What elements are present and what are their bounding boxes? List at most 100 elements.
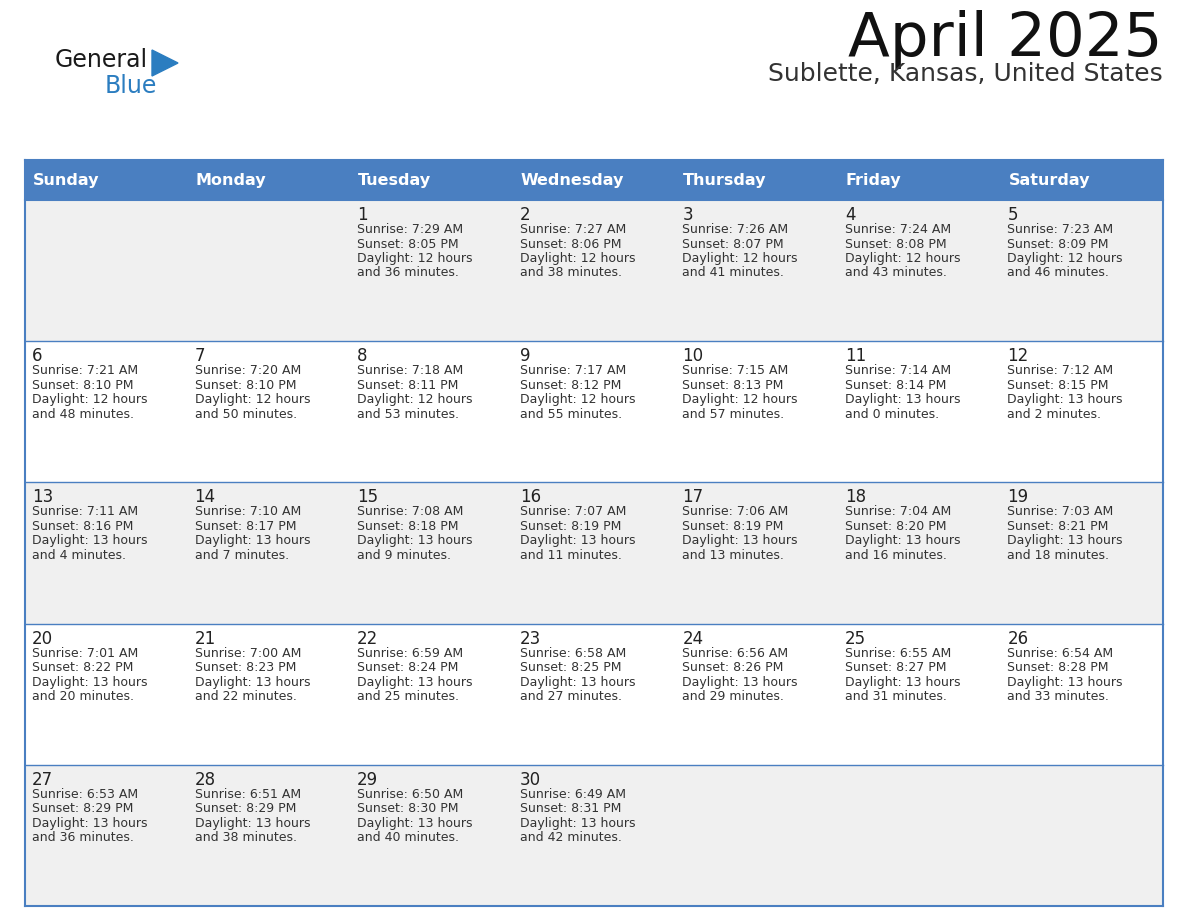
Text: Sunrise: 6:55 AM: Sunrise: 6:55 AM xyxy=(845,646,952,660)
Text: Sunrise: 6:54 AM: Sunrise: 6:54 AM xyxy=(1007,646,1113,660)
Text: Daylight: 13 hours: Daylight: 13 hours xyxy=(358,817,473,830)
Text: Sunset: 8:29 PM: Sunset: 8:29 PM xyxy=(32,802,133,815)
Text: Daylight: 13 hours: Daylight: 13 hours xyxy=(358,534,473,547)
Text: Sunset: 8:19 PM: Sunset: 8:19 PM xyxy=(519,520,621,533)
Text: Sunset: 8:08 PM: Sunset: 8:08 PM xyxy=(845,238,947,251)
Text: and 9 minutes.: and 9 minutes. xyxy=(358,549,451,562)
Text: Sunset: 8:26 PM: Sunset: 8:26 PM xyxy=(682,661,784,674)
Text: 21: 21 xyxy=(195,630,216,647)
Text: Daylight: 12 hours: Daylight: 12 hours xyxy=(358,393,473,406)
Text: Sunrise: 7:08 AM: Sunrise: 7:08 AM xyxy=(358,506,463,519)
Text: Sunrise: 7:17 AM: Sunrise: 7:17 AM xyxy=(519,364,626,377)
Text: Sunrise: 7:18 AM: Sunrise: 7:18 AM xyxy=(358,364,463,377)
Text: and 50 minutes.: and 50 minutes. xyxy=(195,408,297,420)
Text: Sunday: Sunday xyxy=(33,173,100,187)
Text: and 38 minutes.: and 38 minutes. xyxy=(519,266,621,279)
Text: 29: 29 xyxy=(358,771,378,789)
Text: 11: 11 xyxy=(845,347,866,365)
Text: Sunrise: 7:12 AM: Sunrise: 7:12 AM xyxy=(1007,364,1113,377)
Text: Daylight: 13 hours: Daylight: 13 hours xyxy=(519,676,636,688)
Text: 17: 17 xyxy=(682,488,703,507)
Text: Daylight: 12 hours: Daylight: 12 hours xyxy=(519,252,636,265)
Text: Daylight: 13 hours: Daylight: 13 hours xyxy=(682,676,798,688)
Text: 1: 1 xyxy=(358,206,368,224)
Text: Sunrise: 7:24 AM: Sunrise: 7:24 AM xyxy=(845,223,950,236)
Text: 24: 24 xyxy=(682,630,703,647)
Text: 23: 23 xyxy=(519,630,541,647)
Text: and 7 minutes.: and 7 minutes. xyxy=(195,549,289,562)
Text: Friday: Friday xyxy=(846,173,902,187)
Text: Sunrise: 7:03 AM: Sunrise: 7:03 AM xyxy=(1007,506,1113,519)
Bar xyxy=(25,200,1163,341)
Text: Sunrise: 7:20 AM: Sunrise: 7:20 AM xyxy=(195,364,301,377)
Text: and 25 minutes.: and 25 minutes. xyxy=(358,690,459,703)
Text: Sunset: 8:28 PM: Sunset: 8:28 PM xyxy=(1007,661,1108,674)
Text: Daylight: 12 hours: Daylight: 12 hours xyxy=(32,393,147,406)
Bar xyxy=(675,160,838,200)
Text: Sublette, Kansas, United States: Sublette, Kansas, United States xyxy=(769,62,1163,86)
Text: 12: 12 xyxy=(1007,347,1029,365)
Text: Sunset: 8:20 PM: Sunset: 8:20 PM xyxy=(845,520,947,533)
Text: Sunset: 8:10 PM: Sunset: 8:10 PM xyxy=(32,379,133,392)
Text: Sunrise: 7:21 AM: Sunrise: 7:21 AM xyxy=(32,364,138,377)
Text: Sunset: 8:17 PM: Sunset: 8:17 PM xyxy=(195,520,296,533)
Bar xyxy=(188,160,350,200)
Text: and 46 minutes.: and 46 minutes. xyxy=(1007,266,1110,279)
Text: and 0 minutes.: and 0 minutes. xyxy=(845,408,939,420)
Text: Sunrise: 7:29 AM: Sunrise: 7:29 AM xyxy=(358,223,463,236)
Text: and 29 minutes.: and 29 minutes. xyxy=(682,690,784,703)
Text: 14: 14 xyxy=(195,488,216,507)
Text: Daylight: 12 hours: Daylight: 12 hours xyxy=(519,393,636,406)
Text: and 48 minutes.: and 48 minutes. xyxy=(32,408,134,420)
Text: and 40 minutes.: and 40 minutes. xyxy=(358,832,459,845)
Text: Sunrise: 7:06 AM: Sunrise: 7:06 AM xyxy=(682,506,789,519)
Text: 28: 28 xyxy=(195,771,216,789)
Text: Sunrise: 6:58 AM: Sunrise: 6:58 AM xyxy=(519,646,626,660)
Text: 8: 8 xyxy=(358,347,367,365)
Bar xyxy=(1000,160,1163,200)
Text: and 22 minutes.: and 22 minutes. xyxy=(195,690,297,703)
Text: 3: 3 xyxy=(682,206,693,224)
Text: and 33 minutes.: and 33 minutes. xyxy=(1007,690,1110,703)
Text: 4: 4 xyxy=(845,206,855,224)
Text: Daylight: 13 hours: Daylight: 13 hours xyxy=(845,534,960,547)
Text: Wednesday: Wednesday xyxy=(520,173,624,187)
Text: Sunset: 8:24 PM: Sunset: 8:24 PM xyxy=(358,661,459,674)
Text: Sunrise: 7:00 AM: Sunrise: 7:00 AM xyxy=(195,646,301,660)
Text: Sunrise: 7:10 AM: Sunrise: 7:10 AM xyxy=(195,506,301,519)
Text: Thursday: Thursday xyxy=(683,173,766,187)
Text: and 43 minutes.: and 43 minutes. xyxy=(845,266,947,279)
Text: Sunrise: 7:07 AM: Sunrise: 7:07 AM xyxy=(519,506,626,519)
Text: General: General xyxy=(55,48,148,72)
Text: Daylight: 13 hours: Daylight: 13 hours xyxy=(845,676,960,688)
Text: 10: 10 xyxy=(682,347,703,365)
Text: Sunrise: 6:51 AM: Sunrise: 6:51 AM xyxy=(195,788,301,800)
Bar xyxy=(25,623,1163,765)
Text: Sunset: 8:16 PM: Sunset: 8:16 PM xyxy=(32,520,133,533)
Text: 25: 25 xyxy=(845,630,866,647)
Text: 18: 18 xyxy=(845,488,866,507)
Text: Daylight: 13 hours: Daylight: 13 hours xyxy=(519,534,636,547)
Text: and 55 minutes.: and 55 minutes. xyxy=(519,408,621,420)
Text: and 16 minutes.: and 16 minutes. xyxy=(845,549,947,562)
Text: Daylight: 12 hours: Daylight: 12 hours xyxy=(195,393,310,406)
Text: Sunset: 8:15 PM: Sunset: 8:15 PM xyxy=(1007,379,1108,392)
Text: and 31 minutes.: and 31 minutes. xyxy=(845,690,947,703)
Text: Sunrise: 7:23 AM: Sunrise: 7:23 AM xyxy=(1007,223,1113,236)
Text: Sunrise: 7:27 AM: Sunrise: 7:27 AM xyxy=(519,223,626,236)
Text: 7: 7 xyxy=(195,347,206,365)
Text: and 53 minutes.: and 53 minutes. xyxy=(358,408,459,420)
Text: Saturday: Saturday xyxy=(1009,173,1089,187)
Text: Sunset: 8:06 PM: Sunset: 8:06 PM xyxy=(519,238,621,251)
Polygon shape xyxy=(152,50,178,76)
Text: 9: 9 xyxy=(519,347,530,365)
Text: Daylight: 13 hours: Daylight: 13 hours xyxy=(195,676,310,688)
Text: 13: 13 xyxy=(32,488,53,507)
Text: and 57 minutes.: and 57 minutes. xyxy=(682,408,784,420)
Text: Sunrise: 7:11 AM: Sunrise: 7:11 AM xyxy=(32,506,138,519)
Text: 16: 16 xyxy=(519,488,541,507)
Text: and 36 minutes.: and 36 minutes. xyxy=(358,266,459,279)
Bar xyxy=(350,160,513,200)
Text: and 27 minutes.: and 27 minutes. xyxy=(519,690,621,703)
Text: Daylight: 13 hours: Daylight: 13 hours xyxy=(32,817,147,830)
